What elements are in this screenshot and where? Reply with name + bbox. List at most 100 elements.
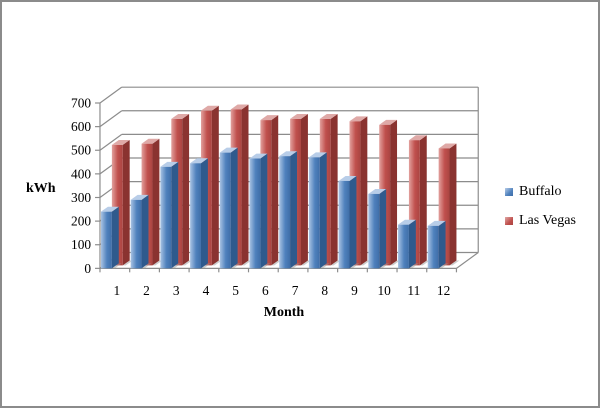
bar-top-face bbox=[308, 152, 327, 158]
bar-side-face bbox=[141, 194, 149, 269]
y-axis-tick-label: 200 bbox=[71, 214, 91, 229]
bar-top-face bbox=[338, 176, 357, 181]
bar-side-face bbox=[122, 139, 130, 266]
x-axis-tick-label: 2 bbox=[143, 283, 150, 298]
bar-side-face bbox=[290, 151, 298, 269]
bar-top-face bbox=[160, 161, 179, 167]
bar-buffalo-10 bbox=[368, 188, 390, 269]
x-axis-tick-label: 6 bbox=[262, 283, 269, 298]
bar-buffalo-7 bbox=[279, 151, 300, 269]
floor-right-edge bbox=[456, 252, 479, 269]
bar-side-face bbox=[171, 161, 179, 269]
bar-buffalo-1 bbox=[100, 206, 122, 269]
bar-top-face bbox=[130, 194, 149, 200]
bar-buffalo-6 bbox=[249, 153, 271, 269]
bar-top-face bbox=[249, 153, 268, 159]
bar-shadow bbox=[241, 260, 252, 266]
bar-front-face bbox=[368, 193, 380, 269]
y-axis-tick-label: 400 bbox=[71, 166, 91, 181]
bar-top-face bbox=[200, 105, 219, 111]
bar-shadow bbox=[360, 260, 371, 266]
x-axis-title: Month bbox=[263, 305, 305, 320]
bar-side-face bbox=[449, 143, 457, 266]
bar-shadow bbox=[438, 263, 449, 269]
bar-side-face bbox=[438, 220, 446, 269]
y-axis-title: kWh bbox=[26, 181, 56, 196]
bar-shadow bbox=[111, 263, 122, 269]
bar-side-face bbox=[419, 135, 427, 266]
bar-top-face bbox=[319, 113, 338, 119]
bar-front-face bbox=[219, 152, 231, 269]
bar-las-vegas-12 bbox=[438, 143, 460, 266]
bar-top-face bbox=[398, 219, 416, 225]
bar-side-face bbox=[182, 113, 190, 266]
bar-top-face bbox=[100, 206, 119, 212]
bar-buffalo-5 bbox=[219, 147, 241, 269]
legend-label-buffalo: Buffalo bbox=[519, 184, 562, 199]
bar-side-face bbox=[211, 105, 219, 266]
bar-side-face bbox=[390, 119, 398, 266]
x-axis-tick-label: 8 bbox=[321, 283, 328, 298]
legend: Buffalo Las Vegas bbox=[505, 185, 576, 243]
bar-shadow bbox=[152, 260, 163, 266]
bar-shadow bbox=[260, 263, 271, 269]
bar-shadow bbox=[200, 263, 211, 269]
x-axis-tick-label: 1 bbox=[113, 283, 120, 298]
bar-top-face bbox=[438, 143, 457, 149]
bar-shadow bbox=[290, 263, 300, 269]
bar-top-face bbox=[279, 151, 298, 157]
bars bbox=[100, 104, 460, 269]
bar-top-face bbox=[290, 113, 308, 119]
bar-shadow bbox=[330, 260, 341, 266]
bar-top-face bbox=[141, 138, 160, 144]
bar-front-face bbox=[427, 225, 439, 269]
bar-shadow bbox=[419, 260, 430, 266]
x-axis-tick-label: 5 bbox=[232, 283, 239, 298]
bar-top-face bbox=[379, 119, 398, 125]
bar-front-face bbox=[190, 163, 201, 269]
bar-buffalo-4 bbox=[190, 158, 211, 269]
bar-shadow bbox=[319, 263, 330, 269]
bar-front-face bbox=[249, 158, 261, 269]
bar-las-vegas-11 bbox=[408, 135, 430, 266]
bar-front-face bbox=[408, 140, 420, 266]
bar-side-face bbox=[300, 113, 308, 266]
bar-side-face bbox=[152, 138, 160, 266]
bar-shadow bbox=[171, 263, 182, 269]
bar-side-face bbox=[408, 219, 416, 269]
bar-front-face bbox=[160, 166, 172, 269]
bar-top-face bbox=[368, 188, 387, 194]
bar-front-face bbox=[100, 211, 112, 269]
bar-side-face bbox=[241, 104, 249, 266]
bar-top-face bbox=[427, 220, 446, 226]
bar-top-face bbox=[219, 147, 238, 153]
bar-shadow bbox=[449, 260, 460, 266]
bar-top-face bbox=[230, 104, 249, 110]
bar-front-face bbox=[338, 180, 350, 269]
bar-front-face bbox=[111, 144, 123, 266]
bar-las-vegas-1 bbox=[111, 139, 133, 266]
bar-shadow bbox=[408, 263, 419, 269]
bar-buffalo-8 bbox=[308, 152, 330, 269]
legend-label-las-vegas: Las Vegas bbox=[519, 213, 576, 228]
y-axis-tick-label: 100 bbox=[71, 237, 91, 252]
bar-shadow bbox=[390, 260, 401, 266]
x-axis-tick-label: 10 bbox=[377, 283, 391, 298]
bar-side-face bbox=[230, 147, 238, 269]
legend-item-buffalo: Buffalo bbox=[505, 185, 576, 199]
bar-shadow bbox=[211, 260, 222, 266]
buffalo-legend-swatch-icon bbox=[505, 188, 513, 196]
x-axis-tick-label: 3 bbox=[173, 283, 180, 298]
bar-side-face bbox=[379, 188, 387, 269]
y-axis-tick-label: 500 bbox=[71, 143, 91, 158]
bar-buffalo-3 bbox=[160, 161, 182, 269]
bar-shadow bbox=[122, 260, 133, 266]
x-axis-tick-label: 11 bbox=[407, 283, 420, 298]
bar-top-face bbox=[111, 139, 130, 145]
bar-top-face bbox=[408, 135, 427, 141]
bar-side-face bbox=[111, 206, 119, 269]
bar-front-face bbox=[398, 224, 409, 269]
las-vegas-legend-swatch-icon bbox=[505, 217, 513, 225]
bar-buffalo-9 bbox=[338, 176, 360, 269]
bar-front-face bbox=[279, 156, 291, 269]
